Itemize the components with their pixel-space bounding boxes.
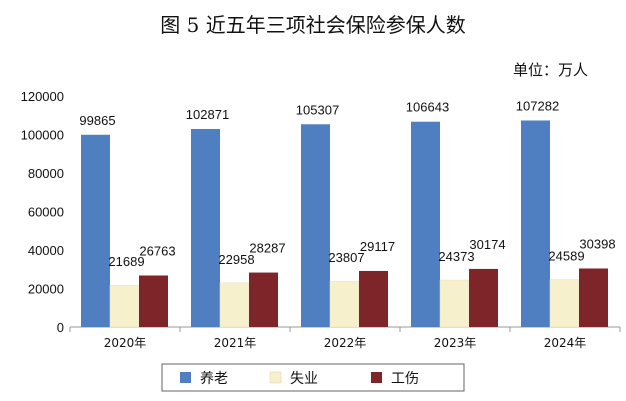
legend-label: 养老 [200,371,228,387]
data-label: 30398 [579,236,615,251]
bar-养老 [81,134,110,327]
x-tick-label: 2023年 [434,336,477,350]
data-label: 107282 [516,98,559,113]
x-tick-label: 2024年 [544,336,587,350]
bar-工伤 [579,268,608,327]
data-label: 23807 [328,250,364,265]
data-label: 21689 [108,254,144,269]
data-label: 22958 [218,252,254,267]
data-label: 24589 [548,249,584,264]
data-label: 99865 [79,113,115,128]
legend-label: 工伤 [391,371,419,387]
data-label: 26763 [139,243,175,258]
legend-label: 失业 [290,371,318,387]
y-tick-label: 0 [57,320,64,335]
bar-失业 [109,284,140,328]
data-label: 30174 [469,237,505,252]
data-label: 105307 [296,102,339,117]
bar-失业 [329,280,360,328]
y-tick-label: 20000 [28,282,64,297]
bar-失业 [219,282,250,328]
bar-工伤 [469,268,498,327]
y-tick-label: 100000 [21,128,64,143]
x-tick-label: 2021年 [214,336,257,350]
y-tick-label: 60000 [28,205,64,220]
x-tick-label: 2022年 [324,336,367,350]
y-tick-label: 40000 [28,243,64,258]
data-label: 28287 [249,241,285,256]
bar-养老 [521,120,550,327]
bar-失业 [439,279,470,328]
chart-title: 图 5 近五年三项社会保险参保人数 [160,13,465,37]
legend-swatch [180,372,191,383]
bar-失业 [549,279,580,328]
bar-养老 [301,124,330,327]
bar-工伤 [249,272,278,327]
legend: 养老 失业 工伤 [161,363,465,392]
data-label: 24373 [438,249,474,264]
bar-工伤 [139,275,168,327]
legend-swatch [371,372,382,383]
y-tick-label: 120000 [21,89,64,104]
data-label: 102871 [186,107,229,122]
bar-工伤 [359,270,388,327]
x-tick-label: 2020年 [104,336,147,350]
bars [81,120,608,328]
y-tick-label: 80000 [28,166,64,181]
legend-box [161,363,465,392]
bar-养老 [411,121,440,328]
data-label: 29117 [360,239,395,254]
unit-label: 单位：万人 [513,61,588,79]
bar-养老 [191,128,220,327]
legend-swatch [269,371,282,384]
data-label: 106643 [406,100,449,115]
